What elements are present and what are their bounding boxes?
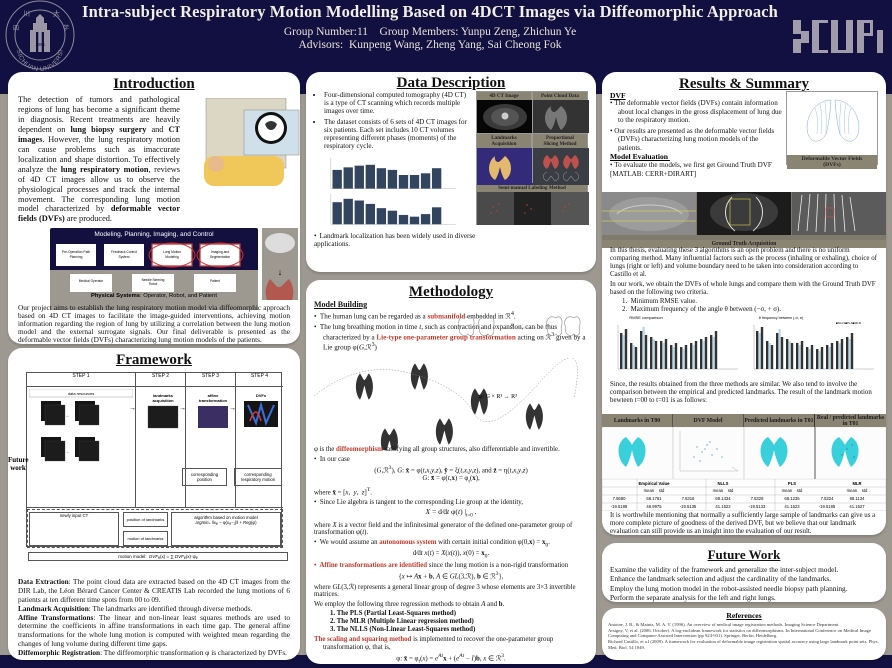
svg-text:PLS: PLS xyxy=(788,481,796,486)
svg-text:RMSE comparison: RMSE comparison xyxy=(629,315,662,320)
svg-text:Medical Operator: Medical Operator xyxy=(79,279,104,283)
svg-text:data resources: data resources xyxy=(68,391,94,396)
svg-text:68.1235: 68.1235 xyxy=(784,496,800,501)
svg-text:Patient: Patient xyxy=(210,279,220,283)
svg-text:mean std: mean std xyxy=(713,488,734,493)
svg-text:大: 大 xyxy=(53,9,60,18)
svg-text:DVFs: DVFs xyxy=(256,393,267,398)
svg-text:φ: G × R³ → R³: φ: G × R³ → R³ xyxy=(479,394,517,400)
svg-text:mean std: mean std xyxy=(847,488,868,493)
svg-text:θ frequency between (-σ, σ): θ frequency between (-σ, σ) xyxy=(759,316,803,320)
svg-text:-19.5195: -19.5195 xyxy=(819,504,836,509)
svg-text:学: 学 xyxy=(63,24,69,32)
svg-text:transformation: transformation xyxy=(199,398,228,403)
svg-text:Lung Motion: Lung Motion xyxy=(163,250,181,254)
svg-text:-19.5135: -19.5135 xyxy=(680,504,697,509)
svg-text:41.1527: 41.1527 xyxy=(849,504,865,509)
svg-text:7.5680: 7.5680 xyxy=(613,496,626,501)
svg-text:Modeling: Modeling xyxy=(165,255,179,259)
svg-text:1896: 1896 xyxy=(35,42,45,47)
svg-text:68.1761: 68.1761 xyxy=(646,496,662,501)
svg-text:φ: φ xyxy=(511,323,514,328)
svg-text:7.5329: 7.5329 xyxy=(751,496,764,501)
svg-text:Pre-Operation Path: Pre-Operation Path xyxy=(62,250,91,254)
svg-text:NLLS: NLLS xyxy=(718,481,729,486)
svg-text:Planning: Planning xyxy=(70,255,83,259)
svg-text:7.5324: 7.5324 xyxy=(821,496,834,501)
svg-text:mean std: mean std xyxy=(782,488,803,493)
svg-text:mean std: mean std xyxy=(644,488,665,493)
svg-text:Feedback Control: Feedback Control xyxy=(111,250,137,254)
svg-text:Segmentation: Segmentation xyxy=(210,255,231,259)
svg-text:7.5316: 7.5316 xyxy=(682,496,695,501)
svg-text:41.1523: 41.1523 xyxy=(784,504,800,509)
svg-text:System: System xyxy=(119,255,130,259)
svg-text:→: → xyxy=(65,450,70,455)
svg-text:68.1134: 68.1134 xyxy=(850,496,865,501)
svg-text:Empirical Value: Empirical Value xyxy=(639,481,671,486)
svg-text:68.1434: 68.1434 xyxy=(715,496,731,501)
svg-text:Robot: Robot xyxy=(149,282,158,286)
svg-text:acquisition: acquisition xyxy=(152,398,174,403)
svg-text:→: → xyxy=(65,414,70,419)
svg-text:MLR: MLR xyxy=(852,481,861,486)
svg-text:■NLLS■PLS■MLR: ■NLLS■PLS■MLR xyxy=(836,321,862,325)
svg-text:-19.5198: -19.5198 xyxy=(611,504,628,509)
svg-text:41.1522: 41.1522 xyxy=(715,504,731,509)
svg-text:四: 四 xyxy=(13,25,19,32)
svg-text:48.9975: 48.9975 xyxy=(646,504,662,509)
svg-text:Imaging and: Imaging and xyxy=(211,250,229,254)
svg-text:-19.5133: -19.5133 xyxy=(749,504,766,509)
svg-text:川: 川 xyxy=(23,10,30,18)
